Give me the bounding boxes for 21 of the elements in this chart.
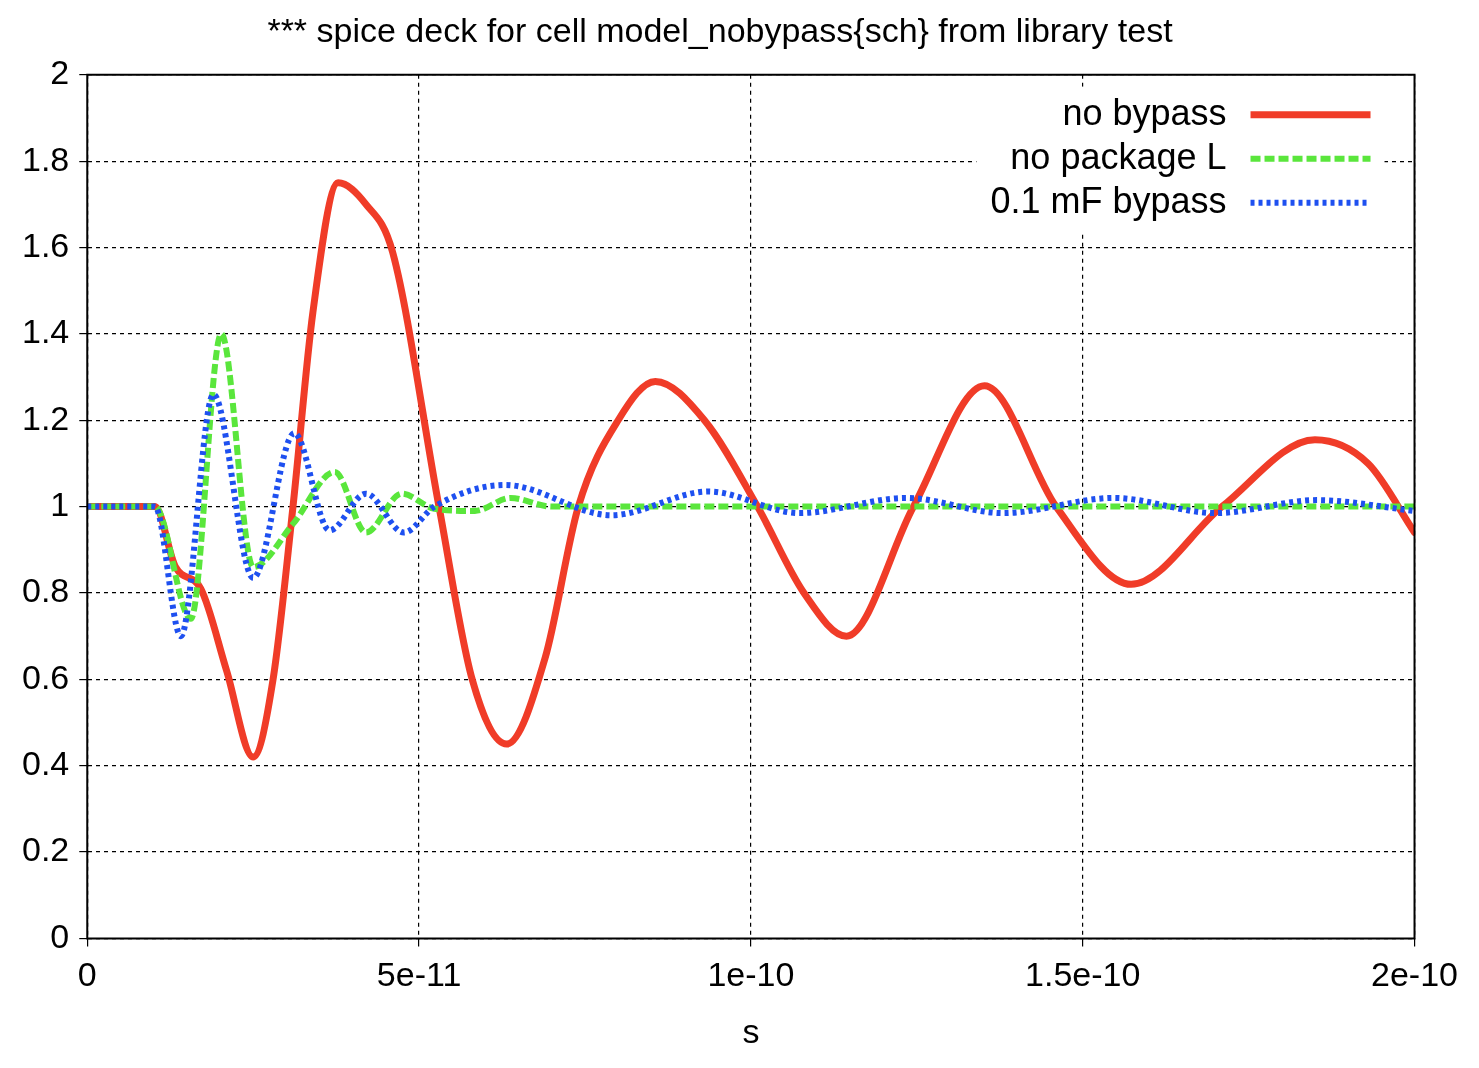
y-tick-label: 1.2 <box>22 398 70 437</box>
x-tick-label: 1e-10 <box>707 955 795 994</box>
y-tick-label: 0.6 <box>22 657 70 696</box>
x-tick-label: 0 <box>77 955 97 994</box>
y-tick-label: 0.2 <box>22 830 70 869</box>
y-tick-label: 0.8 <box>22 571 70 610</box>
x-axis-title: s <box>742 1011 760 1050</box>
y-tick-label: 1.8 <box>22 139 70 178</box>
y-tick-label: 1.4 <box>22 312 70 351</box>
chart-title: *** spice deck for cell model_nobypass{sch} from library test <box>267 10 1174 49</box>
legend-label: 0.1 mF bypass <box>990 179 1227 221</box>
x-tick-label: 2e-10 <box>1371 955 1458 994</box>
y-tick-label: 2 <box>50 53 70 92</box>
y-tick-label: 1 <box>50 484 70 523</box>
x-tick-label: 5e-11 <box>376 955 462 994</box>
y-tick-label: 1.6 <box>22 225 70 264</box>
legend-label: no package L <box>1010 135 1227 177</box>
y-tick-label: 0 <box>50 916 70 955</box>
x-tick-label: 1.5e-10 <box>1025 955 1141 994</box>
y-tick-label: 0.4 <box>22 744 70 783</box>
legend-label: no bypass <box>1062 91 1227 133</box>
